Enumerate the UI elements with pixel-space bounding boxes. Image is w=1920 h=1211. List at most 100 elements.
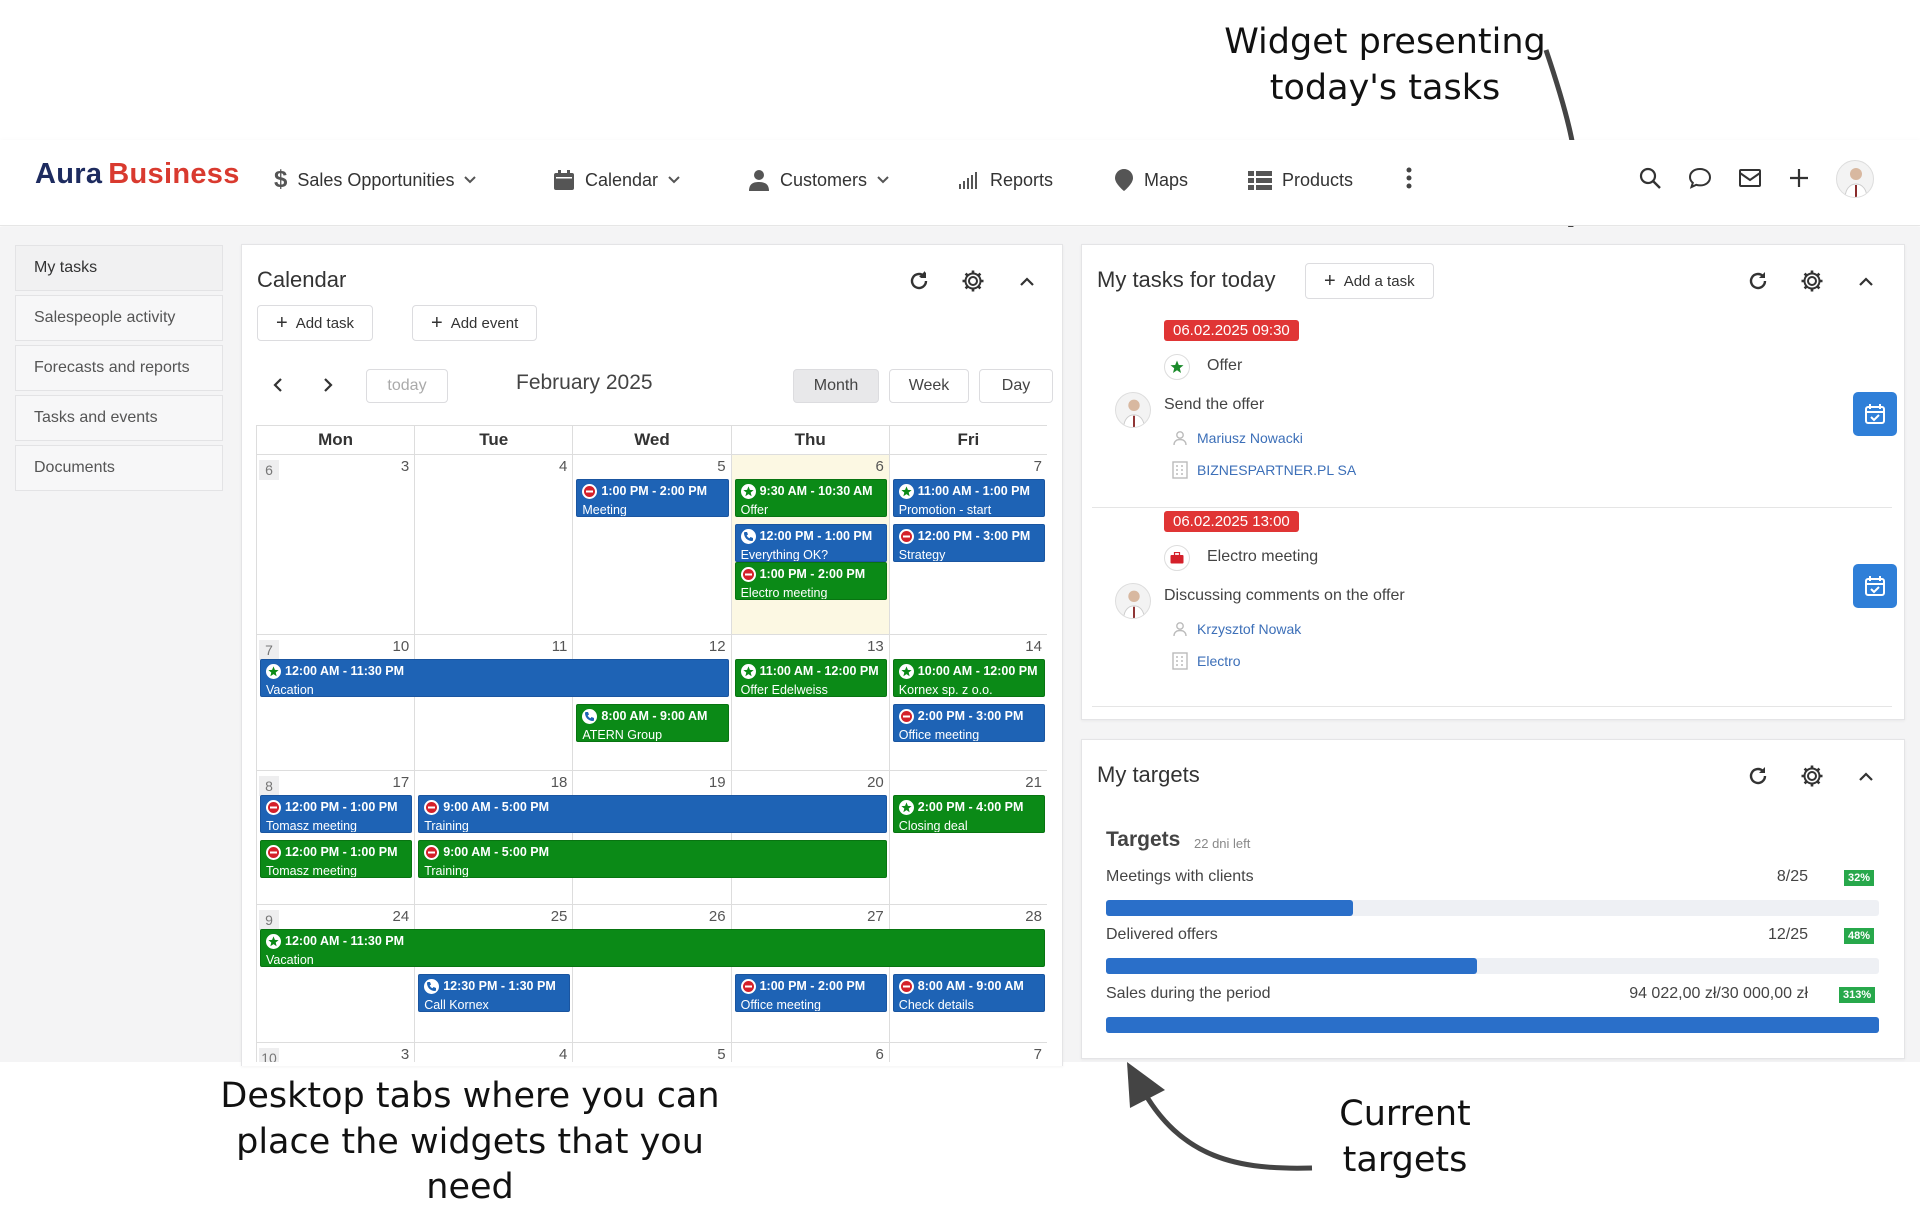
calendar-event[interactable]: 12:00 PM - 1:00 PM Tomasz meeting	[260, 795, 413, 833]
target-percent-badge: 32%	[1844, 870, 1875, 886]
nav-maps[interactable]: Maps	[1114, 164, 1188, 196]
week-number: 7	[259, 640, 279, 660]
calendar-event[interactable]: 12:30 PM - 1:30 PM Call Kornex	[418, 974, 571, 1012]
tab-forecasts-and-reports[interactable]: Forecasts and reports	[15, 345, 223, 391]
day-cell[interactable]: 4	[415, 455, 574, 635]
calendar-event[interactable]: 1:00 PM - 2:00 PM Meeting	[576, 479, 729, 517]
refresh-button[interactable]	[1744, 762, 1772, 790]
task-company-link[interactable]: Electro	[1197, 653, 1241, 669]
calendar-event[interactable]: 2:00 PM - 3:00 PM Office meeting	[892, 704, 1045, 742]
day-cell[interactable]: 10 7	[257, 635, 416, 771]
collapse-button[interactable]	[1852, 762, 1880, 790]
avatar[interactable]	[1836, 160, 1874, 198]
day-cell[interactable]: 13	[731, 635, 890, 771]
day-cell[interactable]: 20	[731, 771, 890, 905]
calendar-event[interactable]: 8:00 AM - 9:00 AM ATERN Group	[576, 704, 729, 742]
add-a-task-button[interactable]: + Add a task	[1305, 263, 1434, 299]
search-button[interactable]	[1634, 162, 1666, 194]
day-cell[interactable]: 14	[889, 635, 1047, 771]
add-task-button[interactable]: + Add task	[257, 305, 374, 341]
next-month-button[interactable]	[314, 371, 342, 399]
schedule-task-button[interactable]	[1853, 392, 1897, 436]
calendar-event[interactable]: 9:00 AM - 5:00 PM Training	[418, 840, 887, 878]
event-time-row: 12:00 PM - 3:00 PM	[898, 527, 1044, 546]
nav-sales-opportunities[interactable]: $ Sales Opportunities	[274, 164, 477, 196]
day-cell[interactable]: 7	[889, 455, 1047, 635]
today-button[interactable]: today	[366, 369, 448, 403]
calendar-event[interactable]: 12:00 PM - 3:00 PM Strategy	[892, 524, 1045, 562]
settings-button[interactable]	[959, 267, 987, 295]
calendar-event[interactable]: 12:00 PM - 1:00 PM Tomasz meeting	[260, 840, 413, 878]
day-cell[interactable]: 5	[573, 1043, 732, 1062]
view-month-button[interactable]: Month	[793, 369, 879, 403]
day-cell[interactable]: 27	[731, 905, 890, 1043]
event-time: 12:00 PM - 1:00 PM	[285, 845, 398, 859]
calendar-event[interactable]: 1:00 PM - 2:00 PM Electro meeting	[734, 562, 887, 600]
task-person-link[interactable]: Mariusz Nowacki	[1197, 430, 1303, 446]
calendar-event[interactable]: 11:00 AM - 12:00 PM Offer Edelweiss	[734, 659, 887, 697]
task-company-link[interactable]: BIZNESPARTNER.PL SA	[1197, 462, 1357, 478]
tab-my-tasks[interactable]: My tasks	[15, 245, 223, 291]
day-cell[interactable]: 7	[890, 1043, 1047, 1062]
day-cell[interactable]: 19	[573, 771, 732, 905]
calendar-event[interactable]: 12:00 PM - 1:00 PM Everything OK?	[734, 524, 887, 562]
mail-button[interactable]	[1734, 162, 1766, 194]
calendar-event[interactable]: 2:00 PM - 4:00 PM Closing deal	[892, 795, 1045, 833]
day-cell[interactable]: 11	[415, 635, 574, 771]
calendar-event[interactable]: 9:30 AM - 10:30 AM Offer	[734, 479, 887, 517]
day-cell[interactable]: 25	[415, 905, 574, 1043]
week-number: 6	[259, 460, 279, 480]
task-item[interactable]: 06.02.2025 09:30 Offer Send the offer Ma…	[1092, 320, 1897, 508]
event-name: Meeting	[582, 503, 627, 517]
settings-button[interactable]	[1798, 762, 1826, 790]
day-cell[interactable]: 28	[889, 905, 1047, 1043]
target-value: 12/25	[1767, 926, 1808, 943]
task-person-link[interactable]: Krzysztof Nowak	[1197, 621, 1302, 637]
prev-month-button[interactable]	[263, 371, 291, 399]
add-new-button[interactable]	[1783, 162, 1815, 194]
add-event-button[interactable]: + Add event	[412, 305, 538, 341]
day-cell[interactable]: 6	[732, 1043, 890, 1062]
calendar-event[interactable]: 12:00 AM - 11:30 PM Vacation	[260, 929, 1045, 967]
task-item[interactable]: 06.02.2025 13:00 Electro meeting Discuss…	[1092, 511, 1897, 707]
view-week-button[interactable]: Week	[889, 369, 969, 403]
day-cell[interactable]: 24 9	[257, 905, 416, 1043]
day-cell[interactable]: 18	[415, 771, 574, 905]
star-icon	[266, 664, 281, 679]
day-cell[interactable]: 21	[889, 771, 1047, 905]
collapse-button[interactable]	[1852, 267, 1880, 295]
day-cell[interactable]: 12	[573, 635, 732, 771]
day-cell[interactable]: 5	[573, 455, 732, 635]
view-day-button[interactable]: Day	[979, 369, 1053, 403]
collapse-button[interactable]	[1013, 267, 1041, 295]
brand-logo[interactable]: Aura Business	[35, 158, 240, 191]
event-name: Office meeting	[740, 998, 821, 1012]
nav-customers[interactable]: Customers	[748, 164, 889, 196]
calendar-event[interactable]: 11:00 AM - 1:00 PM Promotion - start	[892, 479, 1045, 517]
day-cell[interactable]: 4	[415, 1043, 574, 1062]
refresh-button[interactable]	[1744, 267, 1772, 295]
tab-tasks-and-events[interactable]: Tasks and events	[15, 395, 223, 441]
more-menu-button[interactable]	[1393, 162, 1425, 194]
calendar-month-grid: Mon Tue Wed Thu Fri 3 6 4 5 6 7 10 7 11 12 13 14 17 8 18 19 2…	[256, 425, 1047, 1062]
calendar-event[interactable]: 10:00 AM - 12:00 PM Kornex sp. z o.o.	[892, 659, 1045, 697]
settings-button[interactable]	[1798, 267, 1826, 295]
person-icon	[1173, 622, 1187, 637]
calendar-event[interactable]: 12:00 AM - 11:30 PM Vacation	[260, 659, 729, 697]
schedule-task-button[interactable]	[1853, 564, 1897, 608]
day-cell[interactable]: 26	[573, 905, 732, 1043]
nav-products[interactable]: Products	[1248, 164, 1353, 196]
tab-salespeople-activity[interactable]: Salespeople activity	[15, 295, 223, 341]
refresh-button[interactable]	[905, 267, 933, 295]
chat-button[interactable]	[1684, 162, 1716, 194]
day-cell[interactable]: 17 8	[257, 771, 416, 905]
calendar-event[interactable]: 8:00 AM - 9:00 AM Check details	[892, 974, 1045, 1012]
day-cell[interactable]: 3 10	[257, 1043, 416, 1062]
tab-documents[interactable]: Documents	[15, 445, 223, 491]
week-number: 10	[259, 1048, 279, 1062]
nav-calendar[interactable]: Calendar	[553, 164, 680, 196]
nav-reports[interactable]: Reports	[958, 164, 1053, 196]
calendar-event[interactable]: 1:00 PM - 2:00 PM Office meeting	[734, 974, 887, 1012]
calendar-event[interactable]: 9:00 AM - 5:00 PM Training	[418, 795, 887, 833]
